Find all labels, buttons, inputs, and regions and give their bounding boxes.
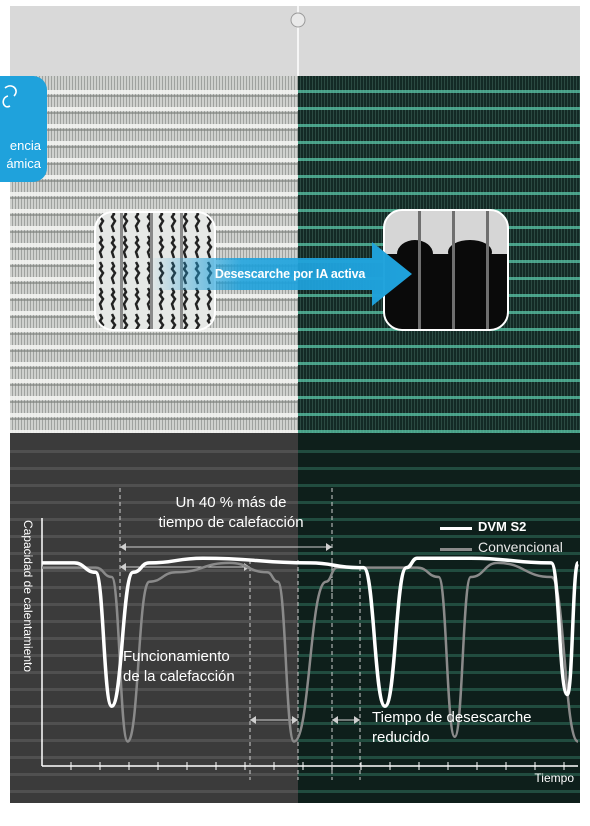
defrosted-closeup (384, 210, 508, 330)
badge-line-1: encia (9, 138, 41, 153)
series-line-convencional (42, 561, 580, 743)
reduced-defrost-arrow (332, 716, 360, 724)
y-axis-label: Capacidad de calentamiento (21, 519, 35, 673)
series-line-dvm-s2 (42, 556, 580, 708)
x-axis-label: Tiempo (534, 771, 574, 785)
chart-bg-left (10, 433, 298, 803)
legend-label-convencional: Convencional (478, 539, 563, 555)
defrost-time-annotation: Tiempo de desescarche reducido (372, 709, 532, 746)
arrow-icon (150, 242, 412, 306)
heating-capacity-chart (41, 488, 580, 780)
legend-swatch-convencional (440, 548, 472, 551)
badge-line-2: ámica (6, 156, 41, 171)
legend-swatch-dvm-s2 (440, 527, 472, 530)
heating-time-arrow (120, 543, 332, 551)
refresh-icon (2, 85, 17, 108)
heating-operation-annotation: Funcionamiento de la calefacción (123, 648, 235, 685)
ai-defrost-label: Desescarche por IA activa (214, 267, 366, 281)
heating-time-annotation: Un 40 % más de tiempo de calefacción (158, 494, 304, 531)
screw-icon (290, 12, 306, 28)
efficiency-badge: encia ámica (0, 76, 47, 182)
legend-label-dvm-s2: DVM S2 (478, 519, 527, 534)
